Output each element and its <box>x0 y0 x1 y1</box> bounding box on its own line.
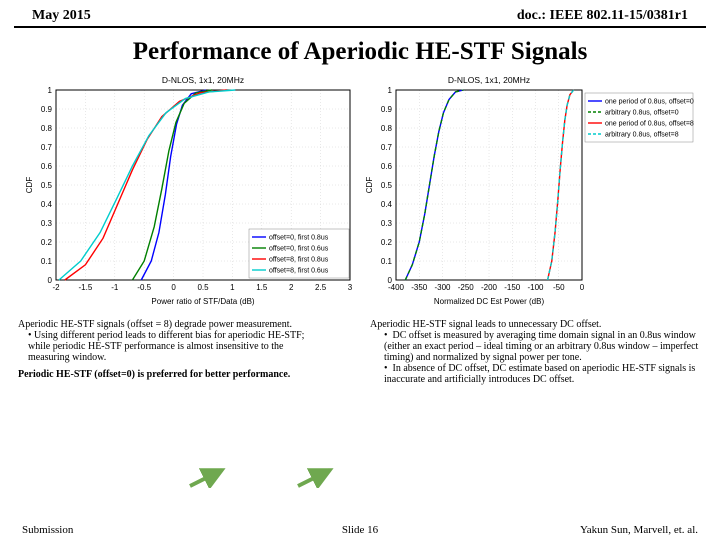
svg-text:1: 1 <box>388 86 393 95</box>
svg-text:0.9: 0.9 <box>381 105 393 114</box>
footer-left: Submission <box>22 524 73 536</box>
svg-text:0.7: 0.7 <box>381 143 393 152</box>
svg-text:0.9: 0.9 <box>41 105 53 114</box>
svg-text:offset=0, first 0.8us: offset=0, first 0.8us <box>269 235 329 242</box>
svg-text:-2: -2 <box>52 283 60 292</box>
svg-text:0: 0 <box>580 283 585 292</box>
arrow-right-icon <box>296 466 336 488</box>
svg-text:-350: -350 <box>411 283 428 292</box>
svg-text:1.5: 1.5 <box>256 283 268 292</box>
svg-text:0.3: 0.3 <box>381 219 393 228</box>
svg-text:offset=8, first 0.6us: offset=8, first 0.6us <box>269 268 329 275</box>
svg-text:0.3: 0.3 <box>41 219 53 228</box>
svg-text:1: 1 <box>230 283 235 292</box>
footer-right: Yakun Sun, Marvell, et. al. <box>580 524 698 536</box>
svg-text:0.5: 0.5 <box>41 181 53 190</box>
svg-text:0.2: 0.2 <box>381 238 393 247</box>
svg-text:2.5: 2.5 <box>315 283 327 292</box>
svg-text:-50: -50 <box>553 283 565 292</box>
svg-text:0.5: 0.5 <box>381 181 393 190</box>
slide-title: Performance of Aperiodic HE-STF Signals <box>0 38 720 66</box>
svg-text:-1: -1 <box>111 283 119 292</box>
header-date: May 2015 <box>32 8 91 24</box>
chart-dc-est: -400-350-300-250-200-150-100-50000.10.20… <box>362 72 698 313</box>
svg-text:offset=0, first 0.6us: offset=0, first 0.6us <box>269 246 329 253</box>
svg-text:0.1: 0.1 <box>381 257 393 266</box>
svg-text:0.7: 0.7 <box>41 143 53 152</box>
left-bullet: • Using different period leads to differ… <box>18 330 318 363</box>
svg-text:CDF: CDF <box>25 177 34 194</box>
svg-text:0: 0 <box>388 276 393 285</box>
chart-power-ratio: -2 -1.5 -1 -0.5 0 0.5 1 1.5 2 2.5 3 0 0.1 0.2 0.3 0.4 0.… <box>22 72 358 313</box>
svg-text:0.8: 0.8 <box>41 124 53 133</box>
right-bullet-1: • DC offset is measured by averaging tim… <box>370 330 702 363</box>
svg-text:arbitrary 0.8us, offset=8: arbitrary 0.8us, offset=8 <box>605 132 679 139</box>
body-text: Aperiodic HE-STF signals (offset = 8) de… <box>0 313 720 385</box>
svg-text:0.1: 0.1 <box>41 257 53 266</box>
svg-text:3: 3 <box>348 283 353 292</box>
svg-text:one period of 0.8us, offset=0: one period of 0.8us, offset=0 <box>605 99 694 106</box>
svg-text:D-NLOS, 1x1, 20MHz: D-NLOS, 1x1, 20MHz <box>448 75 530 85</box>
svg-text:-300: -300 <box>434 283 451 292</box>
svg-text:-0.5: -0.5 <box>137 283 151 292</box>
right-bullet-2: • In absence of DC offset, DC estimate b… <box>370 363 702 385</box>
left-column: Aperiodic HE-STF signals (offset = 8) de… <box>18 319 318 385</box>
svg-text:0.8: 0.8 <box>381 124 393 133</box>
svg-text:one period of 0.8us, offset=8: one period of 0.8us, offset=8 <box>605 121 694 128</box>
svg-text:0.6: 0.6 <box>41 162 53 171</box>
svg-text:-200: -200 <box>481 283 498 292</box>
svg-text:0.4: 0.4 <box>381 200 393 209</box>
arrow-left-icon <box>188 466 228 488</box>
svg-text:-1.5: -1.5 <box>79 283 93 292</box>
footer-center: Slide 16 <box>342 524 378 536</box>
header-doc: doc.: IEEE 802.11-15/0381r1 <box>517 8 688 24</box>
svg-text:-150: -150 <box>504 283 521 292</box>
svg-text:D-NLOS, 1x1, 20MHz: D-NLOS, 1x1, 20MHz <box>162 75 244 85</box>
slide-footer: Submission Slide 16 Yakun Sun, Marvell, … <box>0 524 720 536</box>
svg-text:2: 2 <box>289 283 294 292</box>
svg-text:0: 0 <box>171 283 176 292</box>
left-conclusion: Periodic HE-STF (offset=0) is preferred … <box>18 369 318 380</box>
slide-header: May 2015 doc.: IEEE 802.11-15/0381r1 <box>14 0 706 28</box>
svg-text:0.5: 0.5 <box>197 283 209 292</box>
charts-row: -2 -1.5 -1 -0.5 0 0.5 1 1.5 2 2.5 3 0 0.1 0.2 0.3 0.4 0.… <box>0 72 720 313</box>
svg-text:arbitrary 0.8us, offset=0: arbitrary 0.8us, offset=0 <box>605 110 679 117</box>
svg-text:-250: -250 <box>458 283 475 292</box>
svg-text:0.4: 0.4 <box>41 200 53 209</box>
svg-text:CDF: CDF <box>365 177 374 194</box>
left-p1: Aperiodic HE-STF signals (offset = 8) de… <box>18 319 318 330</box>
svg-text:-100: -100 <box>527 283 544 292</box>
svg-text:1: 1 <box>48 86 53 95</box>
svg-text:offset=8, first 0.8us: offset=8, first 0.8us <box>269 257 329 264</box>
svg-text:0.6: 0.6 <box>381 162 393 171</box>
right-column: Aperiodic HE-STF signal leads to unneces… <box>370 319 702 385</box>
right-p1: Aperiodic HE-STF signal leads to unneces… <box>370 319 702 330</box>
svg-text:Power ratio of STF/Data (dB): Power ratio of STF/Data (dB) <box>151 297 254 306</box>
svg-text:0.2: 0.2 <box>41 238 53 247</box>
svg-text:0: 0 <box>48 276 53 285</box>
svg-text:Normalized DC Est Power (dB): Normalized DC Est Power (dB) <box>434 297 545 306</box>
